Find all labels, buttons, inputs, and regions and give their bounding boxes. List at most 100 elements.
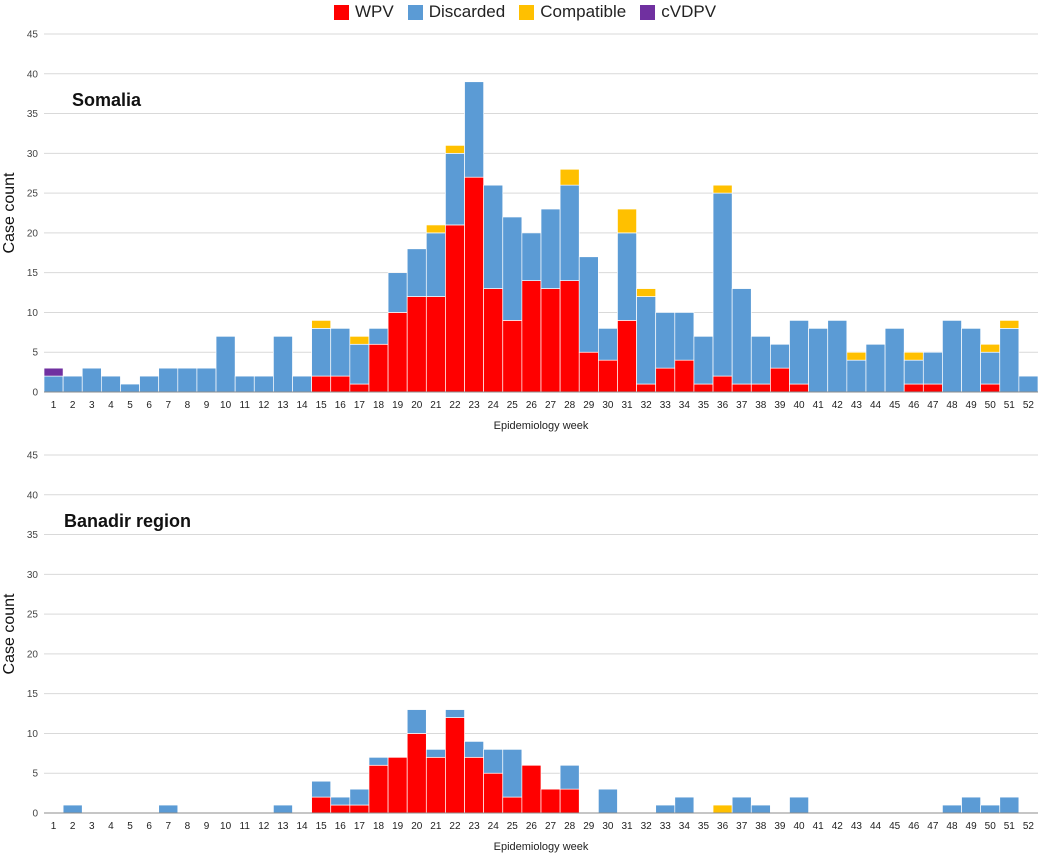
somalia-bar-wpv-week-34: [674, 359, 695, 393]
somalia-bar-wpv-week-38: [750, 383, 771, 393]
somalia-bar-discarded-week-1: [43, 375, 64, 393]
banadir-panel-title: Banadir region: [64, 511, 191, 531]
banadir-bar-wpv-week-25: [502, 796, 523, 814]
banadir-x-tick-label: 7: [165, 821, 171, 832]
banadir-bar-wpv-week-17: [349, 804, 370, 814]
somalia-x-tick-label: 7: [165, 400, 171, 411]
somalia-bar-discarded-week-37: [731, 288, 752, 385]
banadir-bar-wpv-week-26: [521, 764, 542, 814]
legend-label-wpv: WPV: [354, 2, 394, 21]
banadir-bar-discarded-week-38: [750, 804, 771, 814]
somalia-x-tick-label: 3: [89, 400, 95, 411]
somalia-bar-wpv-week-27: [540, 288, 561, 393]
banadir-x-tick-label: 13: [277, 821, 289, 832]
banadir-x-tick-label: 44: [870, 821, 882, 832]
somalia-bar-wpv-week-23: [464, 176, 485, 393]
somalia-bar-discarded-week-35: [693, 335, 714, 385]
banadir-bar-discarded-week-24: [483, 749, 504, 774]
banadir-bar-discarded-week-28: [559, 764, 580, 790]
somalia-bar-compatible-week-21: [425, 224, 446, 234]
somalia-bar-wpv-week-16: [330, 375, 351, 393]
banadir-bar-discarded-week-37: [731, 796, 752, 814]
banadir-x-tick-label: 17: [354, 821, 366, 832]
banadir-x-tick-label: 38: [755, 821, 767, 832]
somalia-y-tick-label: 10: [27, 308, 39, 319]
somalia-bar-compatible-week-15: [311, 320, 332, 329]
banadir-x-tick-label: 27: [545, 821, 557, 832]
somalia-bar-wpv-week-40: [789, 383, 809, 393]
banadir-x-tick-label: 11: [240, 821, 251, 832]
banadir-x-tick-label: 41: [813, 821, 825, 832]
banadir-x-tick-label: 46: [908, 821, 920, 832]
banadir-x-tick-label: 2: [70, 821, 76, 832]
somalia-bar-cvdpv-week-1: [43, 367, 64, 377]
somalia-bar-discarded-week-3: [81, 367, 102, 393]
banadir-x-tick-label: 14: [296, 821, 308, 832]
legend-item-discarded: Discarded: [407, 2, 505, 22]
banadir-y-tick-label: 25: [27, 610, 39, 621]
somalia-bar-discarded-week-21: [425, 232, 446, 297]
somalia-bar-discarded-week-44: [865, 343, 886, 393]
somalia-bar-discarded-week-13: [273, 335, 293, 393]
somalia-bar-compatible-week-22: [445, 145, 465, 154]
somalia-x-tick-label: 52: [1023, 400, 1035, 411]
somalia-x-tick-label: 47: [927, 400, 939, 411]
somalia-bar-wpv-week-18: [368, 343, 389, 393]
somalia-bar-compatible-week-36: [712, 184, 733, 194]
somalia-x-tick-label: 20: [411, 400, 423, 411]
somalia-bar-discarded-week-14: [292, 375, 312, 393]
somalia-bar-compatible-week-17: [349, 335, 370, 345]
somalia-bar-compatible-week-46: [903, 351, 924, 361]
somalia-bar-wpv-week-20: [406, 296, 427, 393]
somalia-x-tick-label: 12: [258, 400, 270, 411]
somalia-x-tick-label: 45: [889, 400, 901, 411]
somalia-bar-discarded-week-6: [139, 375, 160, 393]
banadir-x-tick-label: 4: [108, 821, 114, 832]
somalia-bar-discarded-week-46: [903, 359, 924, 385]
somalia-bar-compatible-week-32: [636, 288, 657, 297]
somalia-x-tick-label: 16: [335, 400, 347, 411]
banadir-x-tick-label: 26: [526, 821, 538, 832]
somalia-x-tick-label: 36: [717, 400, 729, 411]
banadir-x-tick-label: 3: [89, 821, 95, 832]
banadir-x-tick-label: 35: [698, 821, 710, 832]
banadir-bar-discarded-week-22: [445, 709, 465, 718]
somalia-x-tick-label: 27: [545, 400, 557, 411]
somalia-bar-discarded-week-2: [62, 375, 83, 393]
somalia-bar-discarded-week-22: [445, 152, 465, 226]
somalia-y-tick-label: 25: [27, 189, 39, 200]
somalia-x-tick-label: 41: [813, 400, 825, 411]
somalia-x-tick-label: 19: [392, 400, 404, 411]
banadir-x-tick-label: 33: [660, 821, 672, 832]
banadir-x-tick-label: 32: [641, 821, 653, 832]
somalia-x-tick-label: 25: [507, 400, 519, 411]
somalia-bar-discarded-week-31: [617, 232, 637, 321]
somalia-x-tick-label: 50: [985, 400, 997, 411]
somalia-x-tick-label: 44: [870, 400, 882, 411]
somalia-x-tick-label: 1: [51, 400, 57, 411]
banadir-x-tick-label: 28: [564, 821, 576, 832]
banadir-bar-discarded-week-40: [789, 796, 809, 814]
banadir-bar-discarded-week-7: [158, 804, 179, 814]
somalia-bar-wpv-week-50: [980, 383, 1001, 393]
legend-swatch-compatible: [519, 4, 535, 20]
somalia-x-tick-label: 39: [774, 400, 786, 411]
somalia-bar-compatible-week-51: [999, 320, 1020, 329]
legend-item-wpv: WPV: [333, 2, 394, 22]
somalia-x-tick-label: 37: [736, 400, 748, 411]
somalia-bar-wpv-week-30: [597, 359, 618, 393]
somalia-x-tick-label: 49: [966, 400, 978, 411]
banadir-y-axis-title: Case count: [1, 593, 18, 674]
somalia-y-tick-label: 15: [27, 268, 39, 279]
banadir-x-tick-label: 6: [146, 821, 152, 832]
somalia-bar-discarded-week-30: [597, 328, 618, 361]
banadir-x-tick-label: 25: [507, 821, 519, 832]
somalia-x-tick-label: 22: [449, 400, 461, 411]
banadir-bar-discarded-week-17: [349, 788, 370, 806]
somalia-bar-discarded-week-32: [636, 296, 657, 385]
banadir-bar-discarded-week-16: [330, 796, 351, 806]
banadir-bar-wpv-week-21: [425, 756, 446, 814]
somalia-bar-wpv-week-35: [693, 383, 714, 393]
somalia-x-tick-label: 32: [641, 400, 653, 411]
